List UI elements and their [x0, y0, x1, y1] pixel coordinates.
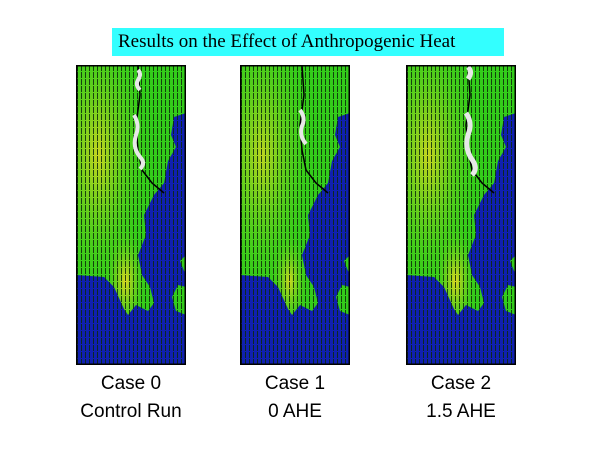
caption-case-1: Case 1 0 AHE: [220, 370, 370, 426]
caption-case-0: Case 0 Control Run: [56, 370, 206, 426]
map-panel-case-2: [406, 65, 516, 365]
run-label: 0 AHE: [268, 401, 322, 422]
coastline: [299, 65, 329, 194]
cloud-cluster: [463, 65, 478, 177]
run-label: 1.5 AHE: [426, 401, 496, 422]
simulation-map-case-0: [76, 65, 186, 365]
map-panel-case-0: [76, 65, 186, 365]
run-label: Control Run: [80, 401, 182, 422]
slide-title: Results on the Effect of Anthropogenic H…: [112, 28, 504, 56]
simulation-map-case-2: [406, 65, 516, 365]
simulation-map-case-1: [240, 65, 350, 365]
cloud-cluster: [298, 108, 308, 146]
cloud-cluster: [132, 68, 145, 171]
caption-case-2: Case 2 1.5 AHE: [386, 370, 536, 426]
case-label: Case 2: [430, 373, 492, 394]
map-panel-case-1: [240, 65, 350, 365]
case-label: Case 1: [264, 373, 326, 394]
case-label: Case 0: [100, 373, 162, 394]
